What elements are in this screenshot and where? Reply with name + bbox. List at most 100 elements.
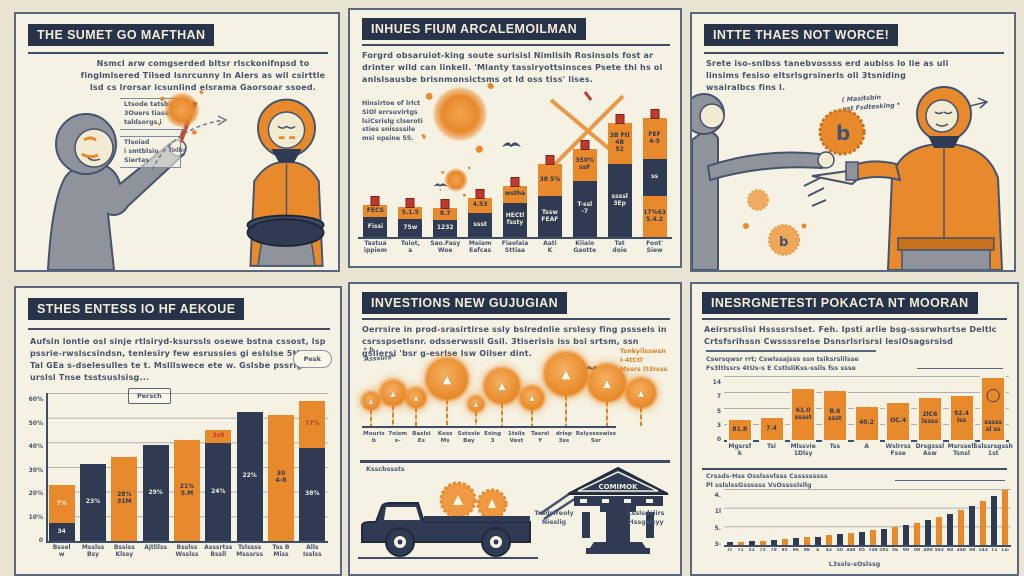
bar: [781, 539, 788, 545]
bar-value-label: 8.7: [439, 209, 451, 217]
bar-column: Lsi: [1000, 489, 1011, 558]
bar-column: 748: [867, 489, 878, 558]
flower-head-icon: ▲: [426, 358, 468, 400]
panel-body-text: Aeirsrsslisi Hssssrslset. Feh. Ipsti arl…: [704, 325, 997, 346]
flower-label: Rslysssswiss Ssr: [575, 431, 617, 444]
panel-title: INTTE THAES NOT WORCE!: [704, 24, 899, 46]
flag-marker: [650, 109, 660, 119]
coin-flower: ▲: [544, 352, 588, 426]
bar-segment: 34: [48, 523, 75, 541]
bar-value-label: ssssl 3Ep: [611, 192, 628, 207]
y-tick-label: 50%: [28, 419, 43, 427]
bar: [869, 530, 876, 545]
x-category-label: Tsi: [767, 443, 776, 450]
bar-segment: wstha: [503, 186, 527, 203]
x-category-label: Fiaolaia Sttiaa: [501, 240, 529, 255]
bar: B.6 ssst: [821, 389, 848, 442]
bar-segment: [903, 525, 910, 545]
coin-flower: ▲: [588, 364, 626, 426]
bar: Fissi FECS: [363, 196, 388, 237]
bar-column: 30 4-8 Tss B Miss: [265, 393, 296, 568]
bar-segment: 8.7: [433, 208, 458, 220]
bar-segment: [936, 517, 943, 545]
bar-column: 503: [934, 489, 945, 558]
flower-glyph: ▲: [529, 394, 535, 402]
x-category-label: Lsi: [1001, 548, 1009, 553]
bar-column: 23% Msslss Bsy: [77, 393, 108, 568]
coin-flower: ▲: [626, 378, 656, 426]
y-tick-label: 20%: [28, 490, 43, 497]
flower-glyph: ▲: [637, 388, 645, 398]
x-category-label: Mlssvie 1Dlsy: [790, 443, 816, 458]
flower-label: Sstssle Bay: [457, 431, 481, 444]
bar: [980, 501, 987, 545]
y-tick-label: 5: [716, 407, 721, 415]
flag-marker: [405, 198, 415, 208]
bar: 17%63 5.4.2 ss FEF 4-5: [642, 109, 667, 237]
bar-segment: [737, 542, 744, 545]
bar-segment: 17%63 5.4.2: [642, 196, 667, 237]
bar-segment: [858, 532, 865, 545]
bar-column: 40.2 A: [851, 376, 883, 467]
bar-value-label: 350% ssF: [575, 157, 595, 171]
sun-splash-icon: [416, 70, 504, 158]
x-category-label: Moiam Eafcas: [468, 240, 492, 255]
right-annotation: Tsnkyilsswsn I-4tCtl' Mssrs (t3rsss: [620, 348, 668, 373]
bar: [991, 496, 998, 545]
x-category-label: Aati K: [543, 240, 557, 255]
bar-column: 50: [834, 489, 845, 558]
bar-column: 17%63 5.4.2 ss FEF 4-5 Foot' Siew: [637, 109, 672, 262]
y-tick-label: 14: [712, 379, 721, 386]
flower-head-icon: ▲: [362, 392, 380, 410]
bar-column: 78: [768, 489, 779, 558]
flower-glyph: ▲: [442, 372, 452, 386]
flower-label: Mouris b: [363, 431, 385, 444]
bar-segment: 350% ssF: [572, 149, 597, 181]
bird-silhouette-icon: [502, 142, 521, 147]
bar-value-label: wstha: [504, 190, 526, 198]
bar-column: 34 7% Bssel w: [46, 393, 77, 568]
bar-value-label: Fissi: [367, 222, 384, 230]
y-tick-label: 0: [38, 537, 43, 544]
bar: 29%: [142, 445, 169, 541]
y-tick-label: 5.: [714, 524, 721, 532]
bar-value-label: 30 4-8: [275, 470, 287, 484]
bar-value-label: 40.2: [859, 419, 874, 427]
bar-value-label: 5.1.5: [401, 208, 419, 216]
bar-segment: 92.4 lss: [950, 396, 973, 440]
bar-column: 90: [901, 489, 912, 558]
bar-segment: [947, 514, 954, 545]
panel-title: INESRGNETESTI POKACTA NT MOORAN: [702, 292, 978, 314]
y-tick-label: 0: [716, 436, 721, 443]
bar-value-label: ◯: [985, 387, 1001, 403]
bar: 75w 5.1.5: [398, 198, 423, 237]
bar: 21% 5.M: [173, 440, 200, 541]
bar-column: 501: [878, 489, 889, 558]
y-axis-labels: 4. 1l 5. 3-: [702, 492, 724, 548]
flag-marker: [580, 140, 590, 150]
bar-value-label: 24%: [211, 487, 226, 495]
bar-segment: [792, 538, 799, 545]
bar-segment: 38 5%: [537, 164, 562, 196]
bar-value-label: 29%: [148, 488, 163, 496]
bar-value-label: 1232: [436, 224, 454, 232]
title-rule: [704, 52, 1004, 54]
bar-segment: FECS: [363, 205, 388, 217]
growth-mini-bar-chart: 4. 1l 5. 3- 7r 71 51 75 78 95 96 98 6 43 50 348 05 748 501…: [702, 489, 1011, 558]
bar-value-label: 3B Ftl 4B 52: [609, 132, 630, 153]
bar-column: 499: [923, 489, 934, 558]
bar-segment: FEF 4-5: [642, 118, 667, 159]
stress-percentage-bar-chart: 60% 50% 40% 30% 20% 10% 0 34 7% Bssel w 23% Msslss …: [24, 393, 328, 568]
bar-segment: ssssl 3Ep: [607, 164, 632, 237]
speech-bubble-annotation: Persch: [128, 388, 171, 404]
bar: 92.4 lss: [948, 394, 975, 442]
bar: ssssl 3Ep 3B Ftl 4B 52: [607, 114, 632, 237]
subnote-line: [917, 368, 1003, 369]
motion-lines: [539, 490, 577, 520]
x-category-label: Bssel w: [52, 544, 71, 559]
coin-flower: ▲: [426, 358, 468, 426]
svg-text:b: b: [836, 121, 850, 145]
x-category-label: Drsgsssl Asw: [915, 443, 945, 458]
panel-body-text: Nsmcl arw comgserded bltsr rlsckonifnpsd…: [80, 59, 326, 92]
